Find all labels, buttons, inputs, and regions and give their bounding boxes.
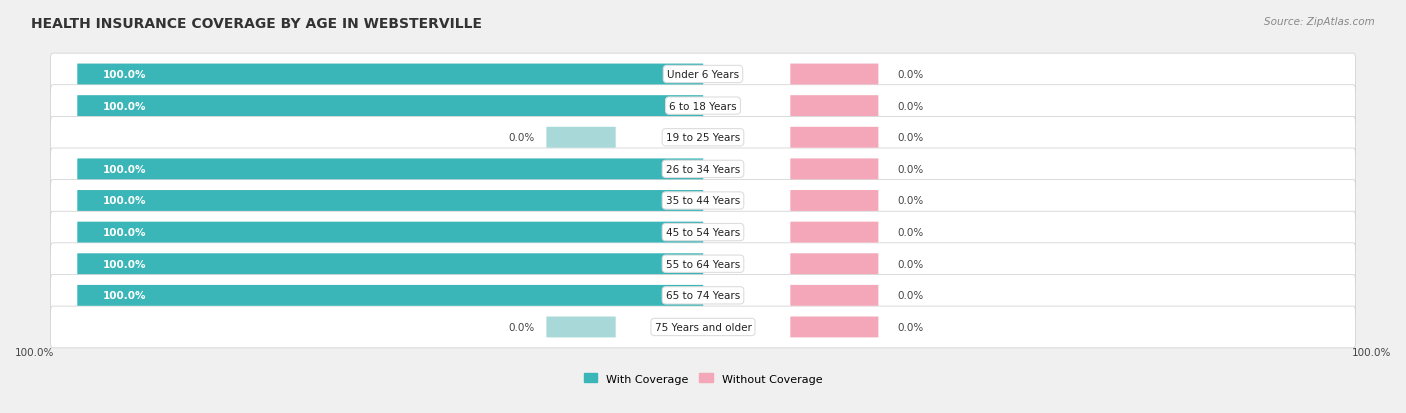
Text: 0.0%: 0.0% <box>897 322 924 332</box>
Text: HEALTH INSURANCE COVERAGE BY AGE IN WEBSTERVILLE: HEALTH INSURANCE COVERAGE BY AGE IN WEBS… <box>31 17 482 31</box>
FancyBboxPatch shape <box>51 275 1355 316</box>
Text: 100.0%: 100.0% <box>103 164 146 174</box>
Text: 0.0%: 0.0% <box>897 164 924 174</box>
FancyBboxPatch shape <box>790 64 879 85</box>
Text: Source: ZipAtlas.com: Source: ZipAtlas.com <box>1264 17 1375 26</box>
FancyBboxPatch shape <box>77 96 703 117</box>
Text: 100.0%: 100.0% <box>103 291 146 301</box>
Text: 0.0%: 0.0% <box>897 133 924 143</box>
FancyBboxPatch shape <box>547 128 616 148</box>
FancyBboxPatch shape <box>790 159 879 180</box>
Text: 0.0%: 0.0% <box>897 196 924 206</box>
FancyBboxPatch shape <box>51 212 1355 253</box>
FancyBboxPatch shape <box>77 222 703 243</box>
Text: 0.0%: 0.0% <box>508 322 534 332</box>
FancyBboxPatch shape <box>790 96 879 117</box>
FancyBboxPatch shape <box>77 190 703 211</box>
Text: 100.0%: 100.0% <box>103 196 146 206</box>
FancyBboxPatch shape <box>51 243 1355 285</box>
FancyBboxPatch shape <box>790 317 879 337</box>
Text: 55 to 64 Years: 55 to 64 Years <box>666 259 740 269</box>
FancyBboxPatch shape <box>790 285 879 306</box>
FancyBboxPatch shape <box>51 149 1355 190</box>
Text: 100.0%: 100.0% <box>103 101 146 112</box>
Text: 100.0%: 100.0% <box>103 228 146 237</box>
Text: 0.0%: 0.0% <box>897 70 924 80</box>
FancyBboxPatch shape <box>51 180 1355 222</box>
FancyBboxPatch shape <box>51 85 1355 127</box>
Text: 0.0%: 0.0% <box>897 291 924 301</box>
FancyBboxPatch shape <box>51 117 1355 159</box>
FancyBboxPatch shape <box>790 128 879 148</box>
FancyBboxPatch shape <box>77 159 703 180</box>
Text: 6 to 18 Years: 6 to 18 Years <box>669 101 737 112</box>
Text: 26 to 34 Years: 26 to 34 Years <box>666 164 740 174</box>
Text: 100.0%: 100.0% <box>103 259 146 269</box>
Text: 65 to 74 Years: 65 to 74 Years <box>666 291 740 301</box>
Text: 0.0%: 0.0% <box>897 259 924 269</box>
FancyBboxPatch shape <box>547 317 616 337</box>
Text: 0.0%: 0.0% <box>897 101 924 112</box>
Text: 45 to 54 Years: 45 to 54 Years <box>666 228 740 237</box>
FancyBboxPatch shape <box>77 64 703 85</box>
FancyBboxPatch shape <box>790 190 879 211</box>
Text: 35 to 44 Years: 35 to 44 Years <box>666 196 740 206</box>
Text: 100.0%: 100.0% <box>103 70 146 80</box>
Text: 0.0%: 0.0% <box>897 228 924 237</box>
FancyBboxPatch shape <box>77 254 703 275</box>
FancyBboxPatch shape <box>77 285 703 306</box>
Text: 100.0%: 100.0% <box>15 347 55 357</box>
FancyBboxPatch shape <box>790 222 879 243</box>
Text: 0.0%: 0.0% <box>508 133 534 143</box>
FancyBboxPatch shape <box>790 254 879 275</box>
FancyBboxPatch shape <box>51 306 1355 348</box>
Text: 75 Years and older: 75 Years and older <box>655 322 751 332</box>
Text: Under 6 Years: Under 6 Years <box>666 70 740 80</box>
Legend: With Coverage, Without Coverage: With Coverage, Without Coverage <box>579 369 827 388</box>
FancyBboxPatch shape <box>51 54 1355 96</box>
Text: 19 to 25 Years: 19 to 25 Years <box>666 133 740 143</box>
Text: 100.0%: 100.0% <box>1351 347 1391 357</box>
